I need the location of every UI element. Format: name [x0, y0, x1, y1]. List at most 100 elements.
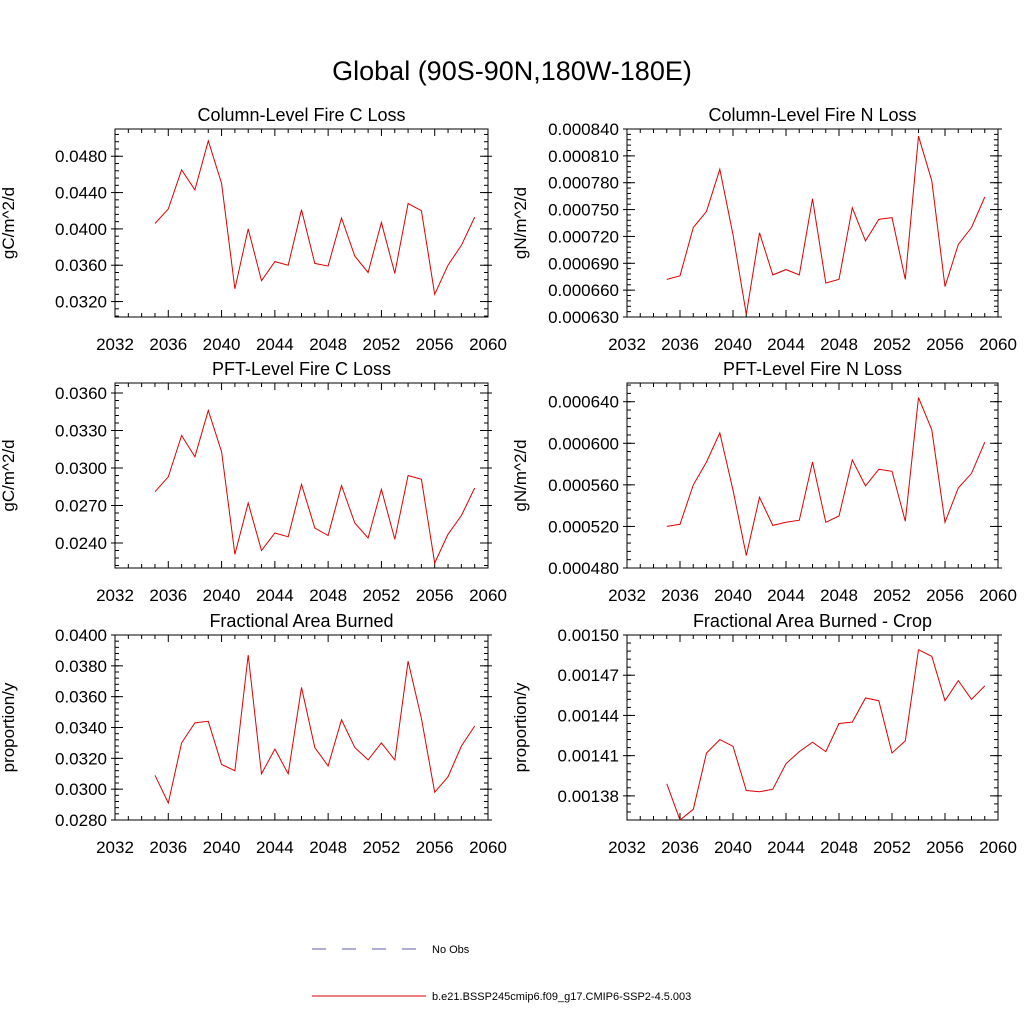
y-tick-label: 0.0300 [55, 459, 107, 478]
x-tick-label: 2032 [96, 586, 134, 605]
x-tick-label: 2044 [256, 838, 294, 857]
x-tick-label: 2044 [767, 335, 805, 354]
series-line [666, 397, 986, 556]
y-tick-label: 0.000840 [548, 120, 619, 139]
plot-frame [626, 128, 999, 318]
y-tick-label: 0.0360 [55, 688, 107, 707]
y-tick-label: 0.0240 [55, 534, 107, 553]
x-tick-label: 2052 [873, 335, 911, 354]
x-tick-label: 2040 [714, 838, 752, 857]
y-tick-label: 0.0440 [55, 184, 107, 203]
x-tick-label: 2052 [363, 586, 401, 605]
x-tick-label: 2052 [873, 838, 911, 857]
series-line [154, 139, 476, 297]
x-tick-label: 2040 [203, 586, 241, 605]
series-line [666, 648, 986, 821]
x-tick-label: 2048 [820, 838, 858, 857]
y-tick-label: 0.000560 [548, 476, 619, 495]
y-tick-label: 0.00138 [558, 787, 619, 806]
x-tick-label: 2040 [203, 335, 241, 354]
x-tick-label: 2060 [469, 838, 507, 857]
y-tick-label: 0.0320 [55, 293, 107, 312]
chart-panel-4: PFT-Level Fire N Loss gN/m^2/d 2032 2036 204… [511, 359, 1017, 605]
plot-frame [626, 634, 999, 821]
chart-panel-6: Fractional Area Burned - Crop proportion/… [511, 611, 1017, 857]
x-tick-label: 2044 [767, 838, 805, 857]
x-tick-label: 2060 [979, 586, 1017, 605]
chart-panel-5: Fractional Area Burned proportion/y 2032 20… [0, 611, 507, 857]
x-tick-label: 2044 [256, 335, 294, 354]
panel-title: Fractional Area Burned - Crop [693, 611, 932, 631]
panel-title: Column-Level Fire C Loss [197, 105, 405, 125]
y-tick-label: 0.000780 [548, 174, 619, 193]
figure-title: Global (90S-90N,180W-180E) [332, 56, 692, 86]
x-tick-label: 2040 [203, 838, 241, 857]
y-tick-label: 0.0360 [55, 384, 107, 403]
x-tick-label: 2032 [608, 335, 646, 354]
x-tick-label: 2032 [96, 838, 134, 857]
y-tick-label: 0.0280 [55, 811, 107, 830]
y-tick-label: 0.00144 [558, 706, 619, 725]
y-tick-label: 0.000630 [548, 308, 619, 327]
x-tick-label: 2036 [661, 838, 699, 857]
y-axis-label: gN/m^2/d [511, 439, 530, 511]
y-tick-label: 0.000640 [548, 393, 619, 412]
plot-frame [626, 382, 999, 569]
y-tick-label: 0.000480 [548, 559, 619, 578]
x-tick-label: 2052 [873, 586, 911, 605]
y-axis-label: proportion/y [0, 682, 18, 772]
y-tick-label: 0.000520 [548, 517, 619, 536]
x-tick-label: 2056 [416, 586, 454, 605]
x-tick-label: 2060 [979, 335, 1017, 354]
x-tick-label: 2036 [149, 838, 187, 857]
x-tick-label: 2056 [926, 335, 964, 354]
y-tick-label: 0.0360 [55, 256, 107, 275]
x-tick-label: 2040 [714, 335, 752, 354]
x-tick-label: 2036 [149, 335, 187, 354]
y-axis-label: gC/m^2/d [0, 187, 18, 259]
y-tick-label: 0.000750 [548, 201, 619, 220]
panel-title: PFT-Level Fire N Loss [723, 359, 902, 379]
y-tick-label: 0.0270 [55, 497, 107, 516]
y-tick-label: 0.000660 [548, 281, 619, 300]
x-tick-label: 2056 [416, 335, 454, 354]
y-tick-label: 0.0480 [55, 147, 107, 166]
legend-label-model: b.e21.BSSP245cmip6.f09_g17.CMIP6-SSP2-4.… [432, 991, 691, 1003]
plot-frame [114, 128, 489, 318]
x-tick-label: 2056 [926, 586, 964, 605]
chart-panel-1: Column-Level Fire C Loss gC/m^2/d 2032 2036… [0, 105, 507, 354]
x-tick-label: 2036 [661, 586, 699, 605]
x-tick-label: 2048 [820, 335, 858, 354]
y-tick-label: 0.00147 [558, 666, 619, 685]
x-tick-label: 2052 [363, 335, 401, 354]
panel-title: PFT-Level Fire C Loss [212, 359, 391, 379]
y-axis-label: gN/m^2/d [511, 187, 530, 259]
y-tick-label: 0.000810 [548, 147, 619, 166]
y-axis-label: gC/m^2/d [0, 439, 18, 511]
x-tick-label: 2048 [309, 586, 347, 605]
chart-panels: Column-Level Fire C Loss gC/m^2/d 2032 2036… [0, 105, 1017, 857]
x-tick-label: 2044 [256, 586, 294, 605]
x-tick-label: 2052 [363, 838, 401, 857]
x-tick-label: 2056 [416, 838, 454, 857]
chart-panel-2: Column-Level Fire N Loss gN/m^2/d 2032 2036… [511, 105, 1017, 354]
y-axis-label: proportion/y [511, 682, 530, 772]
x-tick-label: 2060 [979, 838, 1017, 857]
x-tick-label: 2032 [608, 586, 646, 605]
x-tick-label: 2048 [820, 586, 858, 605]
legend: No Obs b.e21.BSSP245cmip6.f09_g17.CMIP6-… [312, 944, 691, 1003]
panel-title: Column-Level Fire N Loss [708, 105, 916, 125]
x-tick-label: 2032 [608, 838, 646, 857]
y-tick-label: 0.0300 [55, 780, 107, 799]
y-tick-label: 0.000720 [548, 227, 619, 246]
x-tick-label: 2044 [767, 586, 805, 605]
x-tick-label: 2036 [661, 335, 699, 354]
x-tick-label: 2036 [149, 586, 187, 605]
series-line [154, 654, 476, 805]
y-tick-label: 0.000690 [548, 254, 619, 273]
x-tick-label: 2032 [96, 335, 134, 354]
y-tick-label: 0.00150 [558, 626, 619, 645]
x-tick-label: 2048 [309, 838, 347, 857]
series-line [154, 408, 476, 565]
